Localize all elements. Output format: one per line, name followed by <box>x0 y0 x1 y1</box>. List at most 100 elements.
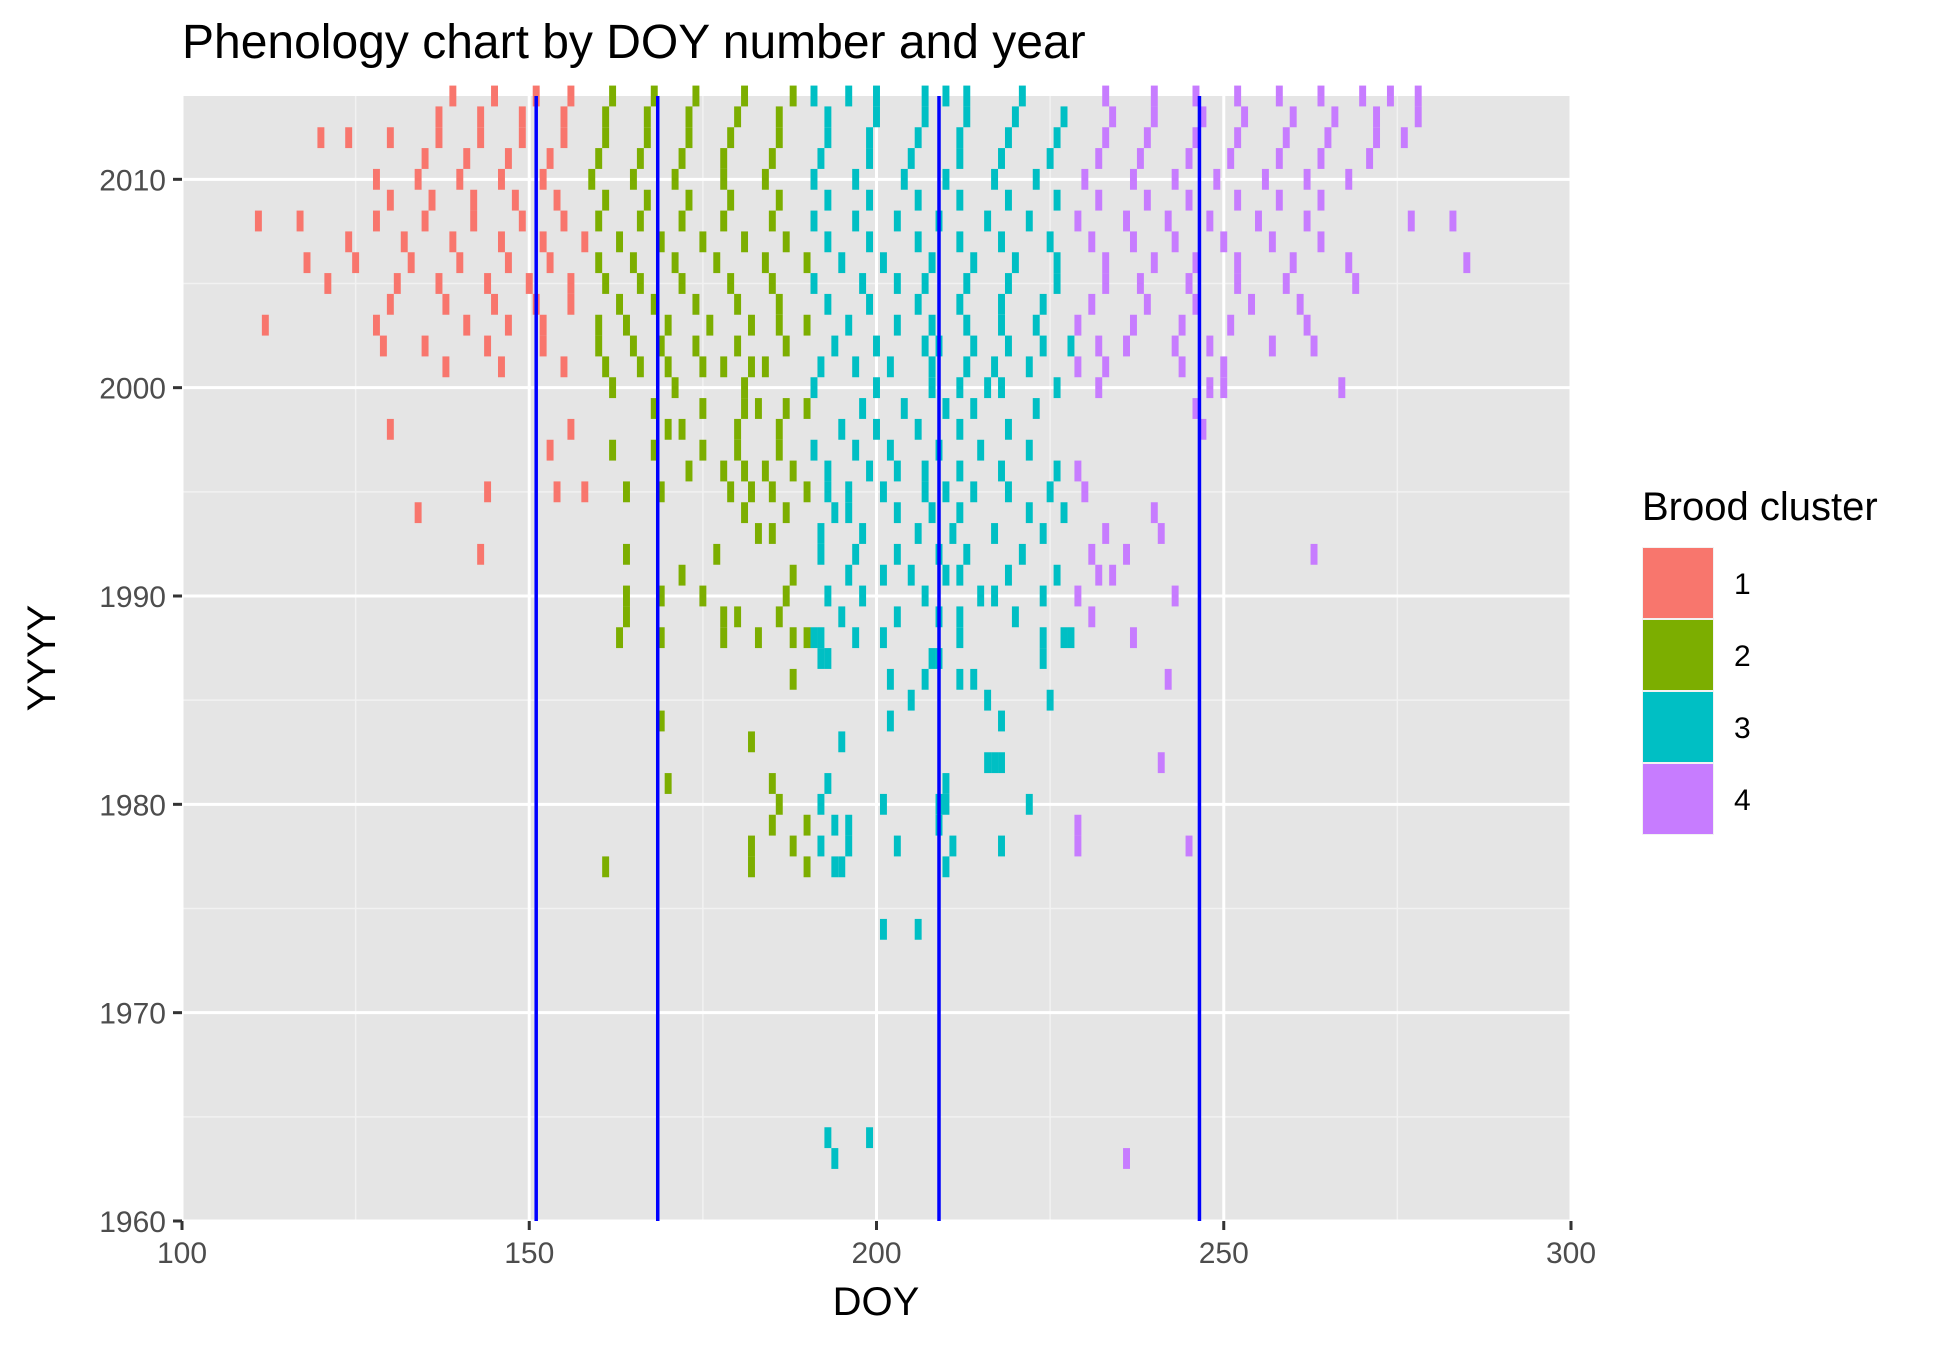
data-tile <box>1025 502 1033 524</box>
data-tile <box>261 314 269 336</box>
data-tile <box>1011 606 1019 628</box>
data-tile <box>595 252 603 274</box>
data-tile <box>1164 668 1172 690</box>
data-tile <box>345 127 353 149</box>
data-tile <box>1088 606 1096 628</box>
data-tile <box>602 106 610 128</box>
y-tick-label: 2000 <box>99 373 166 406</box>
data-tile <box>720 148 728 169</box>
data-tile <box>1345 168 1353 190</box>
data-tile <box>463 314 471 336</box>
data-tile <box>1199 106 1207 128</box>
data-tile <box>893 273 901 294</box>
data-tile <box>407 252 415 274</box>
data-tile <box>497 356 505 378</box>
legend-swatch <box>1643 548 1713 618</box>
data-tile <box>1032 314 1040 336</box>
data-tile <box>609 377 617 399</box>
data-tile <box>713 252 721 274</box>
data-tile <box>1234 85 1242 107</box>
data-tile <box>713 543 721 565</box>
data-tile <box>1359 85 1367 107</box>
data-tile <box>824 231 832 253</box>
data-tile <box>456 168 464 190</box>
data-tile <box>1074 210 1082 232</box>
data-tile <box>477 127 485 149</box>
data-tile <box>1282 127 1290 149</box>
data-tile <box>720 168 728 190</box>
data-tile <box>1324 127 1332 149</box>
x-axis-title: DOY <box>833 1280 920 1324</box>
data-tile <box>928 356 936 378</box>
data-tile <box>1046 689 1054 711</box>
data-tile <box>463 148 471 169</box>
data-tile <box>1109 564 1117 586</box>
data-tile <box>748 835 755 857</box>
data-tile <box>386 189 394 211</box>
data-tile <box>1373 127 1381 149</box>
data-tile <box>1352 273 1360 294</box>
data-tile <box>956 127 964 149</box>
data-tile <box>748 314 755 336</box>
data-tile <box>1317 189 1325 211</box>
data-tile <box>1095 564 1103 586</box>
data-tile <box>616 231 624 253</box>
data-tile <box>720 606 728 628</box>
data-tile <box>484 481 492 503</box>
data-tile <box>1060 627 1068 649</box>
data-tile <box>977 439 985 461</box>
data-tile <box>831 814 839 836</box>
data-tile <box>657 585 665 607</box>
data-tile <box>1213 168 1221 190</box>
data-tile <box>602 273 610 294</box>
data-tile <box>1004 273 1012 294</box>
data-tile <box>1386 85 1394 107</box>
data-tile <box>414 168 422 190</box>
data-tile <box>616 293 624 315</box>
data-tiles <box>254 85 1471 1169</box>
data-tile <box>1143 127 1151 149</box>
data-tile <box>595 148 603 169</box>
data-tile <box>734 439 742 461</box>
data-tile <box>1275 148 1283 169</box>
data-tile <box>998 710 1005 732</box>
data-tile <box>1039 523 1047 544</box>
data-tile <box>602 856 610 878</box>
data-tile <box>1129 314 1137 336</box>
data-tile <box>636 148 644 169</box>
data-tile <box>942 773 950 794</box>
data-tile <box>671 377 679 399</box>
data-tile <box>893 460 901 482</box>
data-tile <box>775 439 783 461</box>
data-tile <box>1310 335 1318 357</box>
data-tile <box>720 356 728 378</box>
data-tile <box>914 231 922 253</box>
data-tile <box>699 439 707 461</box>
data-tile <box>1136 273 1144 294</box>
data-tile <box>623 543 630 565</box>
data-tile <box>595 210 603 232</box>
data-tile <box>1039 585 1047 607</box>
data-tile <box>963 356 971 378</box>
data-tile <box>1053 460 1061 482</box>
data-tile <box>748 856 755 878</box>
data-tile <box>942 564 950 586</box>
data-tile <box>873 335 880 357</box>
data-tile <box>1310 543 1318 565</box>
data-tile <box>1123 1148 1130 1169</box>
data-tile <box>984 377 992 399</box>
data-tile <box>1046 231 1054 253</box>
data-tile <box>1123 335 1130 357</box>
data-tile <box>768 273 776 294</box>
data-tile <box>685 106 693 128</box>
data-tile <box>817 523 825 544</box>
data-tile <box>1331 106 1339 128</box>
data-tile <box>1046 148 1054 169</box>
data-tile <box>1289 252 1297 274</box>
data-tile <box>921 273 929 294</box>
data-tile <box>768 773 776 794</box>
data-tile <box>421 148 429 169</box>
data-tile <box>1074 814 1082 836</box>
data-tile <box>789 460 797 482</box>
data-tile <box>824 189 832 211</box>
